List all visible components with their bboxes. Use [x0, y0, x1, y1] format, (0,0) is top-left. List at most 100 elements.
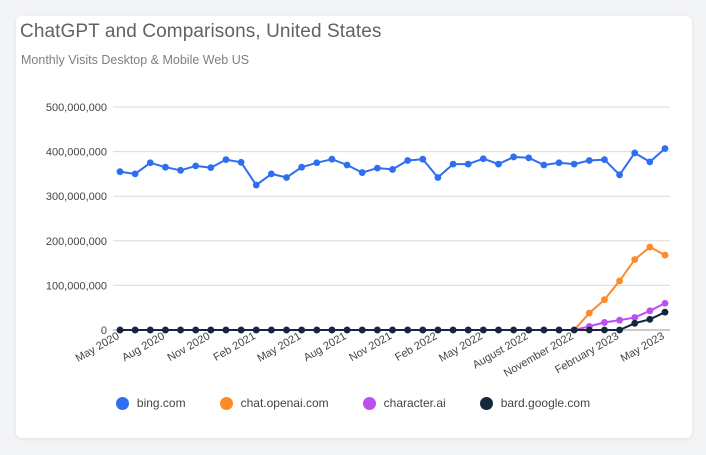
data-point-character-ai — [616, 316, 623, 324]
data-point-bard-google-com — [585, 326, 593, 334]
data-point-chat-openai-com — [661, 251, 669, 259]
y-tick-label: 200,000,000 — [46, 236, 107, 248]
chart-title: ChatGPT and Comparisons, United States — [20, 21, 382, 42]
data-point-bard-google-com — [525, 326, 533, 334]
series-line-chat-openai-com — [120, 246, 666, 331]
data-point-character-ai — [631, 314, 639, 321]
y-tick-label: 0 — [101, 325, 107, 337]
data-point-bard-google-com — [177, 326, 184, 334]
data-point-bing-com — [601, 156, 608, 164]
y-tick-label: 300,000,000 — [46, 191, 107, 203]
legend-label-chatgpt: chat.openai.com — [240, 396, 329, 410]
data-point-bing-com — [131, 170, 139, 178]
data-point-bing-com — [343, 161, 351, 169]
x-tick-label: Feb 2022 — [393, 330, 439, 364]
data-point-bard-google-com — [479, 326, 487, 334]
legend-marker-bing — [115, 396, 129, 410]
data-point-chat-openai-com — [631, 256, 639, 263]
data-point-bard-google-com — [131, 326, 139, 334]
data-point-bard-google-com — [570, 326, 578, 334]
data-point-bing-com — [631, 149, 639, 157]
data-point-bard-google-com — [267, 326, 275, 334]
x-tick-label: Aug 2021 — [302, 330, 349, 364]
data-point-bard-google-com — [495, 326, 502, 334]
data-point-bing-com — [116, 168, 124, 176]
data-point-character-ai — [646, 307, 654, 315]
data-point-bard-google-com — [207, 326, 215, 334]
data-point-bard-google-com — [555, 326, 563, 334]
data-point-bard-google-com — [540, 326, 548, 334]
legend-item-bard[interactable]: bard.google.com — [479, 396, 591, 410]
data-point-chat-openai-com — [646, 243, 654, 251]
y-tick-label: 500,000,000 — [46, 102, 107, 114]
data-point-bing-com — [434, 174, 442, 181]
data-point-bing-com — [313, 159, 321, 167]
data-point-bard-google-com — [434, 326, 442, 334]
data-point-bard-google-com — [283, 326, 290, 334]
data-point-bard-google-com — [389, 326, 396, 334]
data-point-bing-com — [162, 163, 169, 171]
data-point-chat-openai-com — [616, 277, 623, 285]
data-point-bing-com — [525, 154, 533, 162]
data-point-bard-google-com — [192, 326, 200, 334]
data-point-bing-com — [237, 158, 245, 166]
data-point-character-ai — [661, 299, 669, 307]
x-tick-label: Nov 2020 — [166, 330, 213, 364]
data-point-bing-com — [222, 156, 230, 164]
data-point-bing-com — [298, 163, 306, 171]
data-point-bard-google-com — [298, 326, 306, 334]
data-point-bing-com — [479, 155, 487, 163]
legend-item-chatgpt[interactable]: chat.openai.com — [219, 396, 329, 410]
data-point-bard-google-com — [646, 315, 654, 323]
data-point-bard-google-com — [661, 308, 669, 316]
series-line-character-ai — [120, 302, 666, 331]
data-point-bing-com — [540, 161, 548, 169]
legend-label-bard: bard.google.com — [500, 396, 591, 410]
data-point-bing-com — [495, 160, 502, 168]
legend-item-character-ai[interactable]: character.ai — [362, 396, 446, 410]
data-point-bing-com — [283, 174, 290, 181]
data-point-bing-com — [267, 170, 275, 178]
data-point-bard-google-com — [162, 326, 169, 334]
x-tick-label: Nov 2021 — [347, 330, 394, 364]
y-tick-label: 400,000,000 — [46, 147, 107, 159]
legend-marker-character-ai — [362, 396, 376, 410]
data-point-bard-google-com — [419, 326, 427, 334]
data-point-bard-google-com — [116, 326, 124, 334]
data-point-bing-com — [328, 155, 336, 163]
legend-item-bing[interactable]: bing.com — [115, 396, 186, 410]
data-point-bing-com — [358, 169, 366, 176]
data-point-bing-com — [510, 153, 518, 161]
data-point-chat-openai-com — [585, 309, 593, 317]
data-point-bard-google-com — [146, 326, 154, 334]
data-point-bard-google-com — [358, 326, 366, 334]
data-point-bing-com — [661, 145, 669, 152]
data-point-bing-com — [207, 164, 215, 172]
chart-card — [16, 16, 692, 438]
data-point-bard-google-com — [464, 326, 472, 334]
data-point-bard-google-com — [313, 326, 321, 334]
data-point-bing-com — [146, 159, 154, 167]
data-point-bard-google-com — [373, 326, 381, 334]
data-point-bing-com — [646, 158, 654, 166]
data-point-bing-com — [373, 164, 381, 172]
y-tick-label: 100,000,000 — [46, 280, 107, 292]
legend-label-bing: bing.com — [136, 396, 186, 410]
data-point-bard-google-com — [343, 326, 351, 334]
x-tick-label: Aug 2020 — [120, 330, 167, 364]
data-point-bing-com — [616, 171, 623, 179]
data-point-bard-google-com — [222, 326, 230, 334]
chart-legend: bing.com chat.openai.com character.ai ba… — [0, 396, 706, 410]
data-point-bard-google-com — [510, 326, 518, 334]
data-point-bing-com — [389, 166, 396, 173]
x-tick-label: May 2021 — [255, 330, 303, 365]
chart-subtitle: Monthly Visits Desktop & Mobile Web US — [21, 53, 250, 67]
data-point-bard-google-com — [328, 326, 336, 334]
data-point-chat-openai-com — [601, 296, 608, 304]
data-point-bing-com — [252, 181, 260, 189]
data-point-bing-com — [570, 160, 578, 168]
legend-marker-chatgpt — [219, 396, 233, 410]
data-point-bard-google-com — [237, 326, 245, 334]
data-point-bing-com — [192, 162, 200, 170]
